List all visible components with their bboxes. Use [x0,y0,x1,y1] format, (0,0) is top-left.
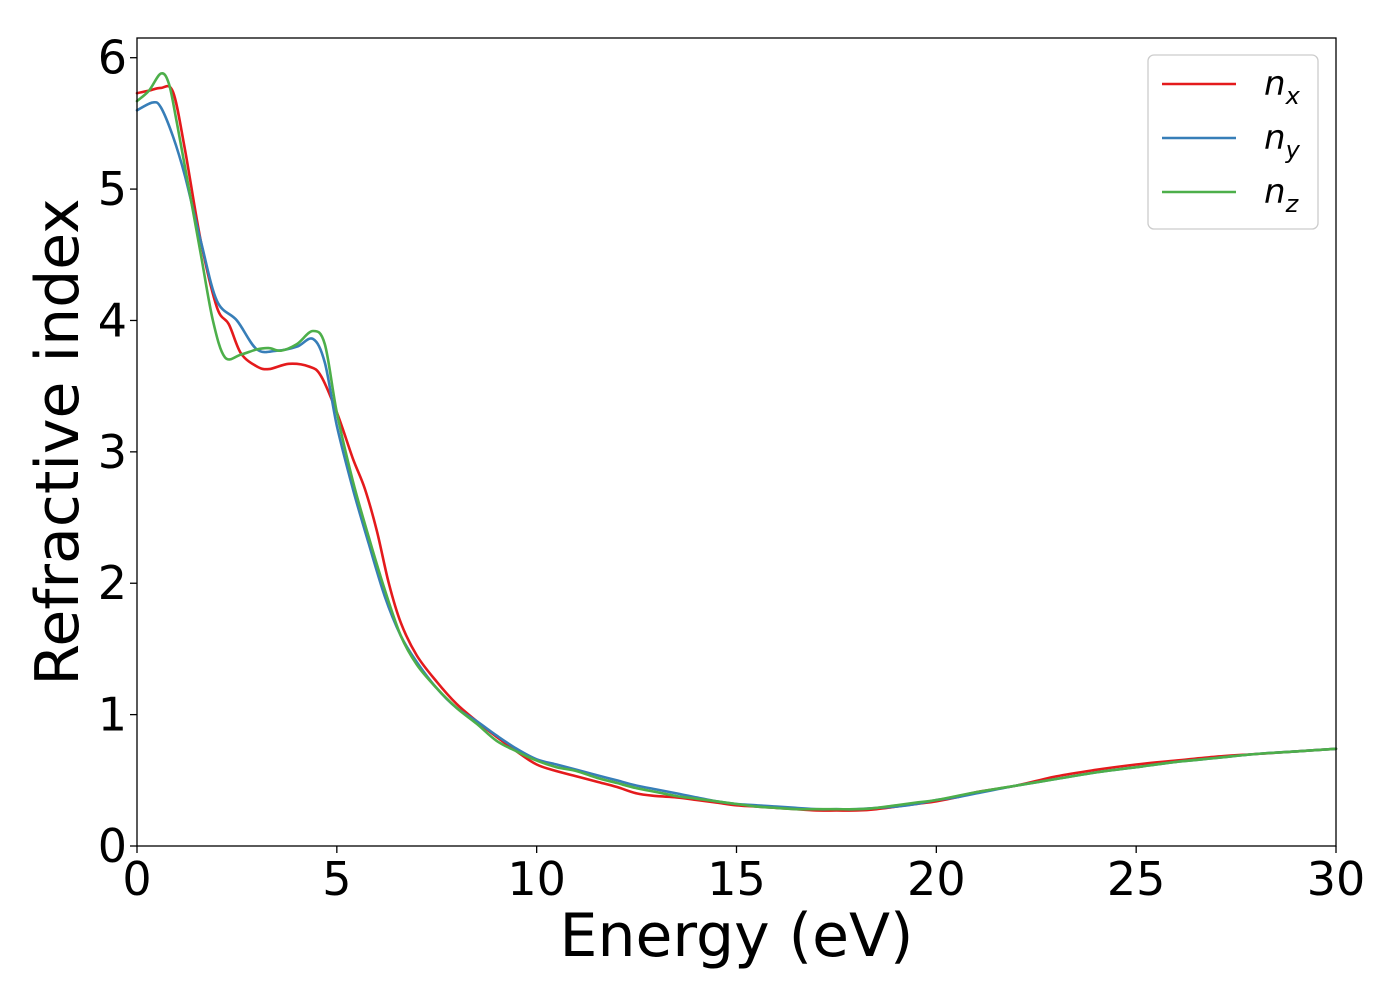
y-axis-label: Refractive index [23,198,93,685]
x-tick-label: 30 [1307,852,1366,906]
x-axis-label: Energy (eV) [560,901,914,971]
x-tick-label: 10 [507,852,566,906]
y-tick-label: 1 [98,688,127,742]
series-layer [135,72,1338,812]
legend-label: nx [1264,64,1301,110]
x-tick-label: 5 [322,852,351,906]
y-tick-label: 6 [98,31,127,85]
legend-box [1147,54,1319,230]
x-tick-label: 0 [122,852,151,906]
legend-entry-z: nz [1162,172,1300,218]
y-tick-label: 5 [98,162,127,216]
y-tick-label: 2 [98,556,127,610]
x-tick-label: 25 [1107,852,1166,906]
legend: nx ny nz [1147,54,1319,230]
x-tick-label: 20 [907,852,966,906]
legend-entry-y: ny [1162,118,1301,164]
legend-label: nz [1264,172,1300,218]
legend-label: ny [1264,118,1301,164]
series-line-z [135,72,1338,811]
y-tick-label: 0 [98,819,127,873]
y-tick-label: 3 [98,425,127,479]
ticks-layer: 0 5 10 15 20 25 30 0 1 2 3 4 5 6 [98,31,1366,906]
y-tick-label: 4 [98,293,127,347]
legend-entry-x: nx [1162,64,1301,110]
x-tick-label: 15 [707,852,766,906]
